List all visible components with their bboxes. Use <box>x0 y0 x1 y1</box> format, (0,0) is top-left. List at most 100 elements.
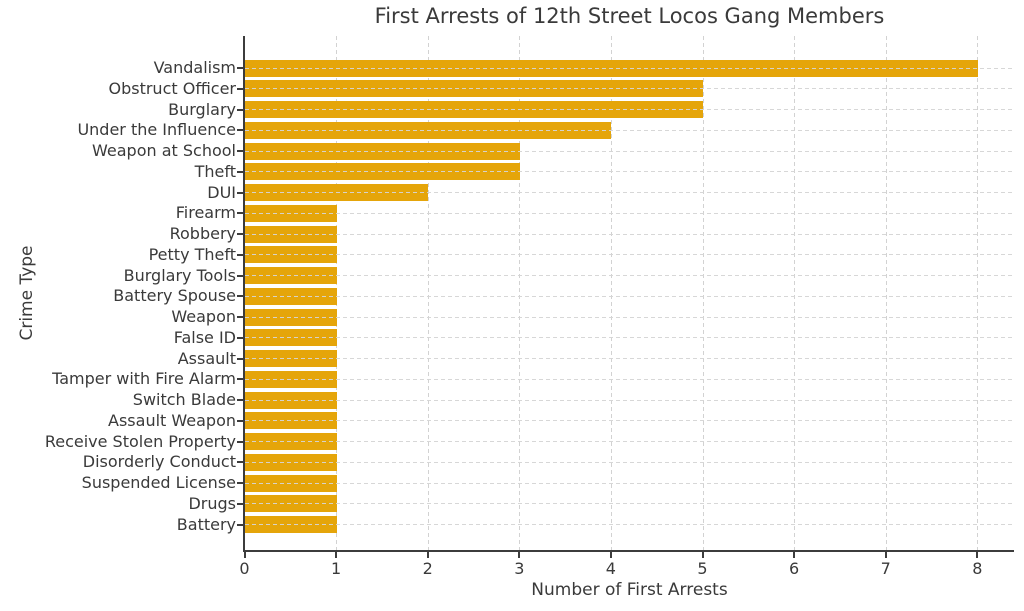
category-label: Battery <box>176 514 236 534</box>
y-tick-mark <box>237 461 244 464</box>
x-tick-mark <box>701 552 704 558</box>
y-tick-mark <box>237 150 244 152</box>
category-label: Tamper with Fire Alarm <box>52 369 236 389</box>
y-gridline <box>245 399 1014 401</box>
category-label: Switch Blade <box>132 390 236 409</box>
category-label: Burglary Tools <box>123 265 236 285</box>
y-gridline <box>245 482 1014 484</box>
y-tick-mark <box>237 440 244 443</box>
x-tick-label: 7 <box>880 559 891 578</box>
x-gridline <box>336 36 338 550</box>
y-gridline <box>245 254 1014 256</box>
x-tick-mark <box>884 552 887 558</box>
y-tick-mark <box>237 336 244 339</box>
category-label: Petty Theft <box>148 244 236 264</box>
category-label: Assault Weapon <box>108 410 236 430</box>
y-gridline <box>245 441 1014 442</box>
y-gridline <box>245 233 1014 235</box>
y-tick-mark <box>237 129 244 132</box>
chart-title: First Arrests of 12th Street Locos Gang … <box>374 4 885 28</box>
category-label: Battery Spouse <box>113 286 236 306</box>
x-gridline <box>702 36 704 550</box>
category-label: Weapon at School <box>92 141 236 160</box>
y-tick-mark <box>237 191 244 194</box>
y-gridline <box>245 150 1014 152</box>
x-tick-label: 5 <box>697 559 708 578</box>
x-tick-label: 3 <box>514 559 525 578</box>
x-gridline <box>885 36 887 550</box>
x-tick-label: 4 <box>605 559 616 578</box>
y-tick-mark <box>237 67 244 69</box>
y-gridline <box>245 524 1014 525</box>
y-tick-mark <box>237 253 244 256</box>
x-gridline <box>610 36 612 550</box>
y-tick-mark <box>237 399 244 401</box>
y-tick-mark <box>237 502 244 505</box>
x-axis-spine <box>243 550 1014 552</box>
x-tick-mark <box>426 552 429 558</box>
x-tick-mark <box>243 552 246 558</box>
category-label: Robbery <box>169 224 236 243</box>
category-label: Vandalism <box>153 58 236 77</box>
y-tick-mark <box>237 295 244 298</box>
x-tick-label: 0 <box>239 559 250 578</box>
y-tick-mark <box>237 419 244 422</box>
y-gridline <box>245 420 1014 422</box>
y-tick-mark <box>237 316 244 318</box>
category-label: Obstruct Officer <box>108 78 236 98</box>
x-tick-mark <box>976 552 979 558</box>
y-tick-mark <box>237 357 244 360</box>
y-tick-mark <box>237 108 244 111</box>
y-tick-mark <box>237 212 244 215</box>
x-gridline <box>519 36 521 550</box>
y-gridline <box>245 212 1014 214</box>
category-label: Under the Influence <box>77 120 236 140</box>
x-tick-label: 2 <box>422 559 433 578</box>
x-tick-label: 8 <box>972 559 983 578</box>
x-tick-mark <box>609 552 612 558</box>
y-gridline <box>245 109 1014 110</box>
x-axis-label: Number of First Arrests <box>531 580 728 600</box>
category-label: False ID <box>173 327 236 347</box>
y-gridline <box>245 171 1014 173</box>
y-tick-mark <box>237 523 244 526</box>
category-label: Disorderly Conduct <box>82 452 236 472</box>
x-tick-mark <box>793 552 796 558</box>
y-tick-mark <box>237 233 244 235</box>
y-gridline <box>245 358 1014 359</box>
y-gridline <box>245 316 1014 318</box>
y-gridline <box>245 461 1014 463</box>
y-gridline <box>245 67 1014 69</box>
y-gridline <box>245 88 1014 90</box>
x-tick-mark <box>518 552 521 558</box>
category-label: Assault <box>177 348 236 368</box>
category-label: Drugs <box>188 493 236 513</box>
category-label: Theft <box>194 161 236 181</box>
y-tick-mark <box>237 87 244 90</box>
y-gridline <box>245 192 1014 193</box>
y-gridline <box>245 295 1014 297</box>
x-gridline <box>427 36 429 550</box>
y-axis-label: Crime Type <box>17 245 37 341</box>
y-tick-mark <box>237 482 244 484</box>
x-tick-label: 6 <box>789 559 800 578</box>
x-gridline <box>977 36 979 550</box>
category-label: Weapon <box>171 307 236 326</box>
x-tick-label: 1 <box>331 559 342 578</box>
y-gridline <box>245 503 1014 505</box>
category-label: DUI <box>207 182 236 202</box>
y-tick-mark <box>237 274 244 277</box>
x-tick-mark <box>335 552 338 558</box>
y-gridline <box>245 337 1014 339</box>
category-label: Suspended License <box>81 473 236 492</box>
y-axis-spine <box>243 36 245 552</box>
x-gridline <box>794 36 796 550</box>
y-gridline <box>245 378 1014 380</box>
y-gridline <box>245 275 1014 276</box>
category-label: Firearm <box>175 203 236 223</box>
y-tick-mark <box>237 378 244 381</box>
plot-area <box>245 36 1014 550</box>
category-label: Receive Stolen Property <box>44 431 236 451</box>
y-gridline <box>245 129 1014 131</box>
